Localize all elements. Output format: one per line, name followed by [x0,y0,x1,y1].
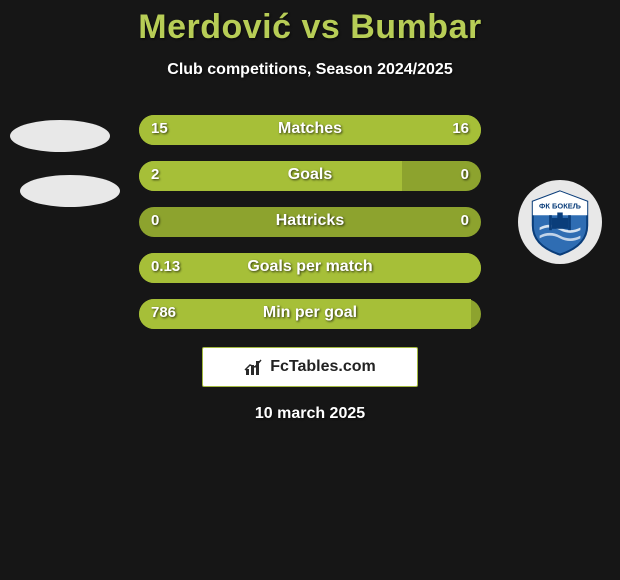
page-subtitle: Club competitions, Season 2024/2025 [0,61,620,79]
brand-text: FcTables.com [270,358,376,376]
stat-value-right: 0 [461,212,469,229]
brand-badge: FcTables.com [202,347,418,387]
stat-value-left: 0.13 [151,258,180,275]
stat-row: Min per goal786 [139,299,481,329]
stat-label: Goals [139,166,481,184]
footer-date: 10 march 2025 [0,405,620,423]
stat-value-left: 786 [151,304,176,321]
stat-label: Min per goal [139,304,481,322]
stat-value-left: 15 [151,120,168,137]
page-title: Merdović vs Bumbar [0,0,620,47]
stat-label: Matches [139,120,481,138]
stat-row: Goals2 0 [139,161,481,191]
stat-value-left: 2 [151,166,159,183]
stat-label: Hattricks [139,212,481,230]
stat-row: Matches15 16 [139,115,481,145]
stats-container: Matches1516Goals20Hattricks00Goals per m… [0,115,620,329]
stat-row: Goals per match0.13 [139,253,481,283]
chart-icon [244,357,264,377]
stat-row: Hattricks0 0 [139,207,481,237]
stat-value-right: 16 [452,120,469,137]
stat-value-right: 0 [461,166,469,183]
stat-value-left: 0 [151,212,159,229]
stat-label: Goals per match [139,258,481,276]
